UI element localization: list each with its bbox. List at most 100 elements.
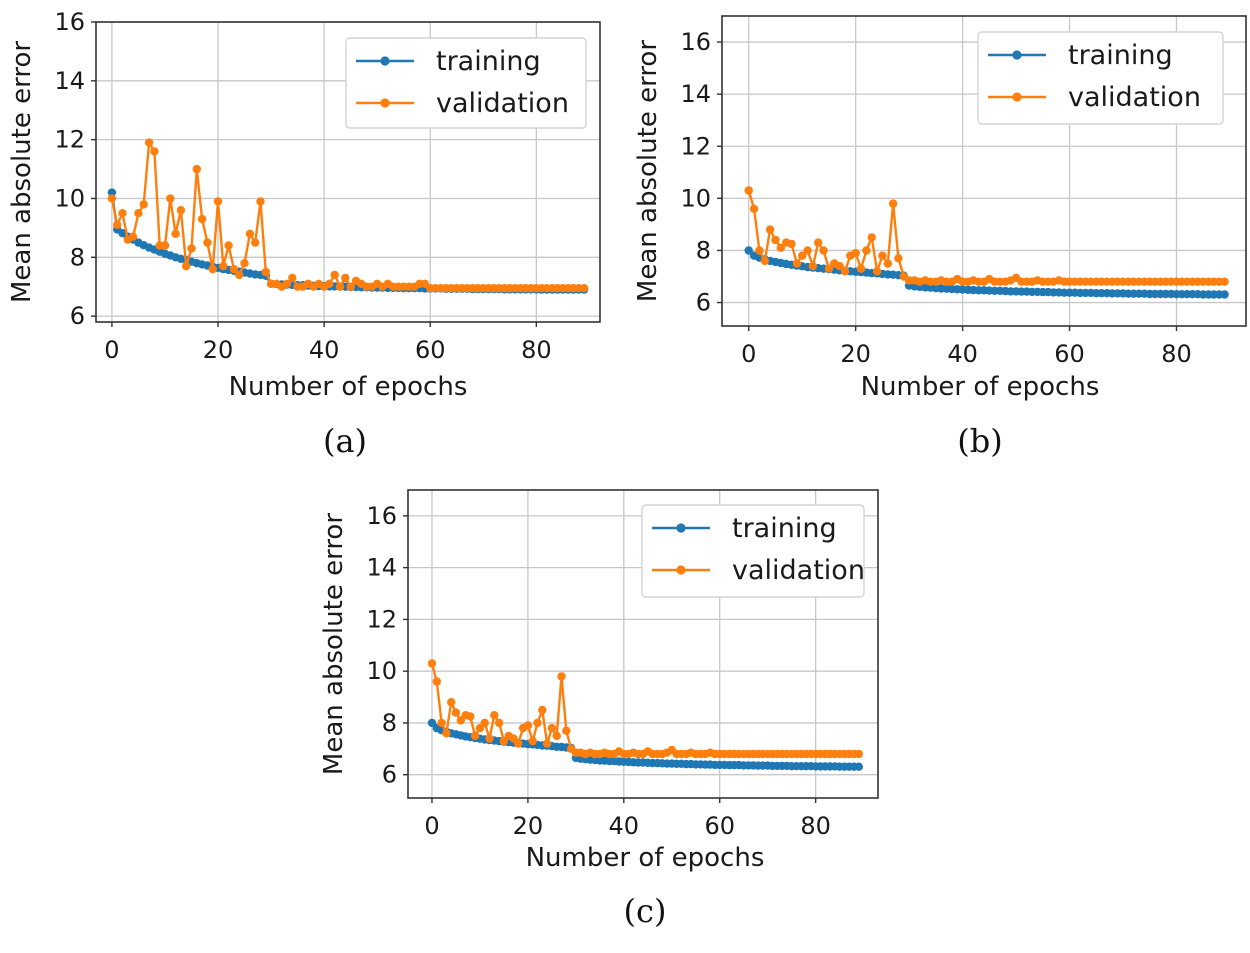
y-tick-label: 16 (366, 502, 397, 530)
data-point-validation (224, 241, 233, 250)
data-point-validation (213, 197, 223, 206)
y-tick-label: 14 (680, 80, 711, 108)
y-axis-label: Mean absolute error (633, 40, 663, 302)
data-point-validation (166, 194, 175, 203)
data-point-validation (894, 254, 903, 263)
data-point-validation (547, 723, 557, 733)
y-tick-label: 8 (696, 236, 711, 264)
legend-marker-training (380, 56, 390, 66)
chart-panel-b: 0 20 40 60 80 6 8 10 12 14 16 training validation Num… (633, 15, 1247, 460)
data-point-validation (872, 267, 882, 276)
x-tick-label: 40 (309, 336, 340, 364)
data-point-validation (528, 736, 537, 746)
data-point-validation (792, 259, 802, 268)
x-tick-label: 80 (800, 812, 831, 840)
data-point-validation (139, 200, 148, 209)
data-point-validation (755, 246, 764, 255)
y-tick-label: 6 (382, 761, 397, 789)
x-tick-label: 20 (840, 340, 871, 368)
y-axis-label: Mean absolute error (7, 41, 37, 303)
x-tick-label: 20 (203, 336, 234, 364)
data-point-validation (470, 731, 480, 741)
legend-marker-validation (676, 565, 686, 575)
x-tick-label: 20 (513, 812, 544, 840)
data-point-validation (490, 711, 499, 720)
y-tick-label: 12 (680, 132, 711, 160)
data-point-validation (854, 749, 863, 759)
data-point-validation (437, 718, 446, 728)
y-tick-label: 14 (366, 554, 397, 582)
data-point-validation (187, 244, 196, 253)
x-tick-label: 40 (947, 340, 978, 368)
data-point-validation (867, 233, 876, 242)
x-axis-label: Number of epochs (861, 372, 1100, 402)
legend-label-training: training (1068, 40, 1173, 71)
legend: training validation (641, 504, 865, 598)
data-point-validation (282, 279, 292, 288)
chart-panel-a: 0 20 40 60 80 6 8 10 12 14 16 training validation Num… (7, 8, 601, 460)
data-point-validation (883, 259, 892, 268)
data-point-validation (771, 235, 780, 245)
data-point-validation (538, 705, 547, 715)
data-point-validation (240, 259, 249, 268)
data-point-validation (176, 206, 186, 215)
data-point-validation (557, 672, 566, 681)
x-tick-label: 0 (104, 336, 119, 364)
plot-frame (407, 489, 879, 799)
x-tick-label: 60 (704, 812, 735, 840)
data-point-validation (878, 251, 887, 260)
data-point-validation (824, 264, 834, 273)
legend-marker-validation (380, 98, 390, 108)
data-point-validation (325, 279, 334, 288)
data-point-validation (171, 229, 180, 238)
legend: training validation (977, 31, 1224, 125)
data-point-validation (760, 256, 769, 266)
data-point-training (107, 188, 117, 197)
legend-label-validation: validation (436, 88, 569, 119)
data-point-validation (251, 238, 260, 247)
data-point-validation (261, 267, 270, 277)
y-tick-label: 10 (680, 184, 711, 212)
data-point-validation (118, 209, 127, 218)
x-tick-label: 60 (415, 336, 446, 364)
panel-caption: (b) (957, 422, 1002, 460)
data-point-validation (787, 239, 796, 249)
data-point-validation (749, 204, 759, 213)
data-point-validation (765, 225, 775, 234)
x-tick-label: 0 (741, 340, 756, 368)
data-point-training (1220, 290, 1229, 299)
panel-caption: (a) (323, 422, 367, 460)
data-point-validation (776, 243, 785, 252)
data-point-validation (862, 246, 871, 255)
data-point-validation (160, 241, 170, 250)
data-point-validation (288, 273, 297, 283)
legend-marker-training (676, 523, 686, 533)
data-point-validation (744, 186, 753, 195)
data-point-validation (113, 220, 122, 230)
data-point-validation (182, 261, 191, 271)
legend-marker-validation (1012, 92, 1022, 102)
data-point-validation (798, 251, 807, 260)
data-point-validation (579, 284, 589, 293)
data-point-validation (814, 238, 823, 247)
panel-caption: (c) (624, 892, 667, 930)
legend-marker-training (1012, 50, 1022, 60)
x-tick-label: 80 (521, 336, 552, 364)
x-tick-label: 40 (609, 812, 640, 840)
y-axis-label: Mean absolute error (319, 513, 349, 775)
y-tick-label: 10 (366, 657, 397, 685)
data-point-validation (552, 731, 561, 741)
data-point-validation (341, 273, 350, 283)
plot-frame (95, 21, 601, 323)
data-point-validation (819, 246, 828, 255)
data-point-validation (197, 214, 207, 224)
x-axis-label: Number of epochs (526, 843, 765, 873)
data-point-validation (1220, 277, 1229, 286)
data-point-validation (808, 261, 818, 271)
data-point-validation (888, 199, 898, 208)
data-point-validation (533, 718, 542, 728)
data-point-validation (427, 659, 437, 668)
y-tick-label: 12 (54, 126, 85, 154)
data-point-validation (514, 739, 523, 748)
